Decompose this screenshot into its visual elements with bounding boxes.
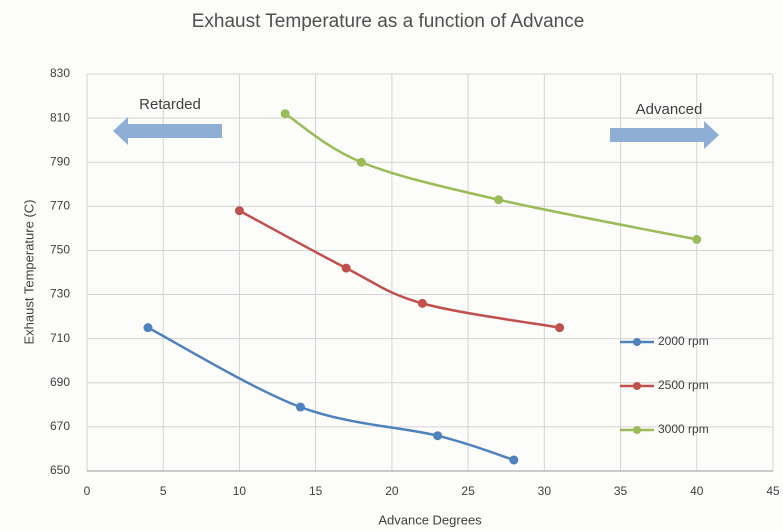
y-tick-label: 710	[50, 331, 70, 345]
data-point	[692, 234, 702, 244]
series-line	[147, 326, 515, 462]
x-tick-label: 30	[538, 484, 552, 498]
chart-title: Exhaust Temperature as a function of Adv…	[192, 11, 585, 32]
data-point	[295, 402, 305, 412]
data-point	[433, 431, 443, 441]
x-tick-label: 20	[385, 484, 399, 498]
annotation: Advanced	[636, 101, 703, 118]
y-tick-label: 750	[50, 243, 70, 257]
series-line	[284, 112, 698, 241]
y-tick-label: 830	[50, 66, 70, 80]
legend-marker	[633, 426, 641, 434]
legend-label: 3000 rpm	[658, 422, 709, 436]
y-tick-label: 650	[50, 463, 70, 477]
grid	[86, 73, 774, 472]
data-point	[143, 323, 153, 333]
y-axis-label: Exhaust Temperature (C)	[21, 200, 36, 345]
data-point	[234, 206, 244, 216]
y-tick-label: 730	[50, 287, 70, 301]
annotation: Retarded	[139, 96, 201, 113]
data-point	[494, 195, 504, 205]
data-point	[555, 323, 565, 333]
legend-label: 2000 rpm	[658, 334, 709, 348]
x-axis-label: Advance Degrees	[378, 512, 482, 527]
data-point	[417, 298, 427, 308]
left-arrow	[113, 117, 222, 145]
x-tick-label: 45	[766, 484, 780, 498]
legend-label: 2500 rpm	[658, 378, 709, 392]
y-tick-label: 790	[50, 154, 70, 168]
x-tick-label: 5	[160, 484, 167, 498]
y-tick-label: 770	[50, 199, 70, 213]
x-tick-label: 10	[233, 484, 247, 498]
data-point	[341, 263, 351, 273]
y-tick-label: 810	[50, 110, 70, 124]
legend-marker	[633, 382, 641, 390]
x-tick-label: 40	[690, 484, 704, 498]
series-line	[238, 209, 560, 329]
x-tick-label: 35	[614, 484, 628, 498]
x-tick-label: 15	[309, 484, 323, 498]
y-tick-label: 690	[50, 375, 70, 389]
y-tick-label: 670	[50, 419, 70, 433]
data-point	[280, 109, 290, 119]
data-point	[509, 455, 519, 465]
x-tick-label: 25	[461, 484, 475, 498]
data-point	[356, 157, 366, 167]
legend-marker	[633, 338, 641, 346]
x-tick-label: 0	[84, 484, 91, 498]
right-arrow	[610, 121, 719, 149]
